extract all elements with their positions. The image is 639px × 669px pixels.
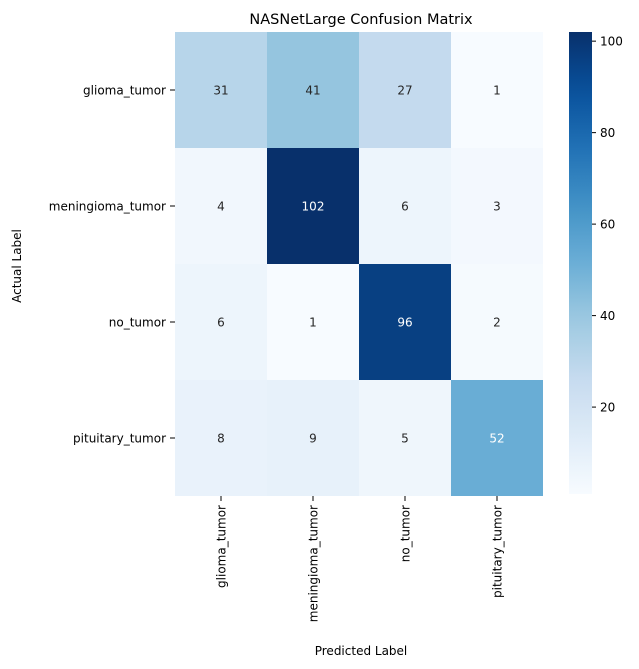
x-tick-label: meningioma_tumor xyxy=(307,505,321,622)
heatmap-cell xyxy=(359,380,451,496)
x-tick-labels: glioma_tumor meningioma_tumor no_tumor pitu… xyxy=(215,496,505,622)
y-tick-label: glioma_tumor xyxy=(83,84,166,98)
cell-value-label: 1 xyxy=(309,316,317,330)
colorbar-tick-label: 100 xyxy=(600,35,623,49)
heatmap-cell xyxy=(267,148,359,264)
cell-value-label: 102 xyxy=(302,200,325,214)
chart-title: NASNetLarge Confusion Matrix xyxy=(249,12,473,28)
colorbar-tick-label: 20 xyxy=(600,401,615,415)
y-axis-label: Actual Label xyxy=(10,229,24,303)
heatmap-cell xyxy=(267,32,359,148)
heatmap-cell xyxy=(359,148,451,264)
y-tick-label: pituitary_tumor xyxy=(73,432,166,446)
cell-value-label: 5 xyxy=(401,432,409,446)
heatmap-cell xyxy=(451,264,543,380)
heatmap-cell xyxy=(451,32,543,148)
heatmap-cell xyxy=(175,32,267,148)
heatmap-cell xyxy=(359,32,451,148)
cell-value-label: 52 xyxy=(489,432,504,446)
heatmap-cell xyxy=(451,380,543,496)
colorbar xyxy=(569,32,592,494)
y-tick-label: meningioma_tumor xyxy=(49,200,166,214)
heatmap-cell xyxy=(267,380,359,496)
x-tick-label: no_tumor xyxy=(399,505,413,562)
colorbar-tick-label: 40 xyxy=(600,309,615,323)
heatmap-cell xyxy=(267,264,359,380)
colorbar-tick-label: 60 xyxy=(600,218,615,232)
cell-value-label: 1 xyxy=(493,84,501,98)
x-axis-label: Predicted Label xyxy=(315,644,408,658)
cell-value-label: 6 xyxy=(217,316,225,330)
heatmap-cell xyxy=(359,264,451,380)
colorbar-tick-label: 80 xyxy=(600,126,615,140)
heatmap-cell xyxy=(451,148,543,264)
cell-value-label: 2 xyxy=(493,316,501,330)
x-tick-label: glioma_tumor xyxy=(215,505,229,588)
cell-value-label: 4 xyxy=(217,200,225,214)
cell-value-label: 31 xyxy=(213,84,228,98)
heatmap-cell xyxy=(175,380,267,496)
cell-value-label: 3 xyxy=(493,200,501,214)
heatmap-cell xyxy=(175,148,267,264)
cell-value-label: 6 xyxy=(401,200,409,214)
x-tick-label: pituitary_tumor xyxy=(491,505,505,598)
cell-value-label: 27 xyxy=(397,84,412,98)
heatmap-cell xyxy=(175,264,267,380)
cell-value-label: 8 xyxy=(217,432,225,446)
y-tick-labels: glioma_tumor meningioma_tumor no_tumorpitu… xyxy=(49,84,175,446)
cell-value-label: 96 xyxy=(397,316,412,330)
colorbar-ticks: 20 40 60 80 100 xyxy=(592,35,623,415)
heatmap-cells: 31 41 27 1 4 102 6 3 6 1 96 2 8 9 5 52 xyxy=(175,32,543,496)
cell-value-label: 9 xyxy=(309,432,317,446)
y-tick-label: no_tumor xyxy=(109,316,166,330)
cell-value-label: 41 xyxy=(305,84,320,98)
